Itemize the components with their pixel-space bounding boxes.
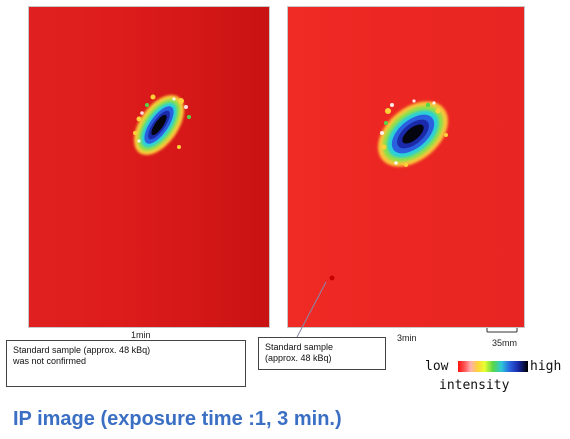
note-standard-sample: Standard sample (approx. 48 kBq)	[258, 337, 386, 370]
note-right-line2: (approx. 48 kBq)	[265, 353, 332, 363]
intensity-legend: low high intensity	[425, 356, 570, 396]
note-standard-not-confirmed: Standard sample (approx. 48 kBq) was not…	[6, 340, 246, 387]
note-right-line1: Standard sample	[265, 342, 334, 352]
note-left-line1: Standard sample (approx. 48 kBq)	[13, 345, 151, 355]
standard-sample-spot	[329, 275, 335, 281]
legend-intensity-label: intensity	[439, 378, 510, 393]
legend-color-bar	[458, 361, 528, 372]
figure-caption: IP image (exposure time :1, 3 min.)	[13, 408, 342, 430]
exposure-label-1min: 1min	[131, 330, 151, 340]
legend-low-label: low	[425, 359, 449, 374]
scale-label: 35mm	[492, 338, 518, 348]
note-left-line2: was not confirmed	[13, 356, 87, 366]
ip-image-1min	[28, 6, 270, 328]
legend-high-label: high	[530, 359, 562, 374]
hotspot-1min	[133, 94, 191, 155]
scale-bar	[486, 328, 518, 333]
ip-image-3min	[287, 6, 525, 328]
exposure-label-3min: 3min	[397, 333, 417, 343]
hotspot-3min	[329, 99, 448, 281]
